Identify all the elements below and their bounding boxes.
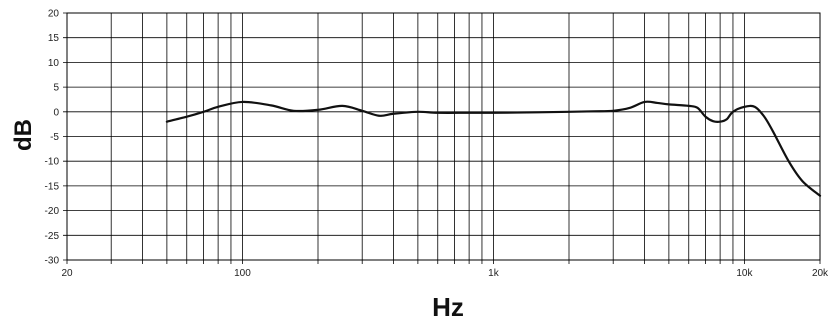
y-tick-labels: 20 15 10 5 0 -5 -10 -15 -20 -25 -30: [45, 9, 60, 267]
y-tick-label: -25: [45, 231, 60, 242]
y-tick-label: 0: [53, 107, 59, 118]
x-tick-label: 10k: [736, 268, 753, 279]
y-tick-label: 15: [48, 33, 60, 44]
x-tick-label: 20: [61, 268, 73, 279]
y-tick-label: 5: [53, 83, 59, 94]
y-tick-label: -5: [50, 132, 59, 143]
y-tick-label: -20: [45, 206, 60, 217]
x-tick-label: 20k: [812, 268, 829, 279]
y-axis-label: dB: [10, 119, 37, 151]
x-tick-labels: 20 100 1k 10k 20k: [61, 268, 829, 279]
y-tick-label: 20: [48, 9, 60, 20]
y-tick-label: -30: [45, 256, 60, 267]
series-group: [165, 100, 822, 197]
x-tick-label: 1k: [488, 268, 500, 279]
y-tick-label: 10: [48, 58, 60, 69]
plot-frame: [66, 12, 821, 261]
series-line: [165, 100, 822, 197]
x-axis-label: Hz: [432, 292, 464, 321]
y-tick-label: -15: [45, 181, 60, 192]
y-tick-label: -10: [45, 157, 60, 168]
x-tick-label: 100: [234, 268, 251, 279]
grid: [63, 12, 821, 264]
